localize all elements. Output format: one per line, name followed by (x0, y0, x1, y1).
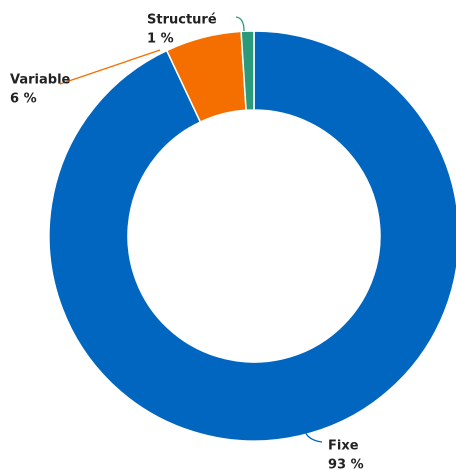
leader-line (235, 16, 245, 32)
donut-slice (240, 30, 255, 112)
donut-slice (48, 30, 456, 442)
slice-value-label: 1 % (147, 32, 174, 47)
slice-value-label: 93 % (328, 458, 364, 470)
leader-line (59, 49, 161, 85)
slice-value-label: 6 % (10, 92, 37, 107)
leader-line (303, 427, 323, 443)
slice-label: Variable (10, 73, 71, 88)
slice-label: Structuré (147, 13, 217, 28)
slice-label: Fixe (328, 439, 359, 454)
